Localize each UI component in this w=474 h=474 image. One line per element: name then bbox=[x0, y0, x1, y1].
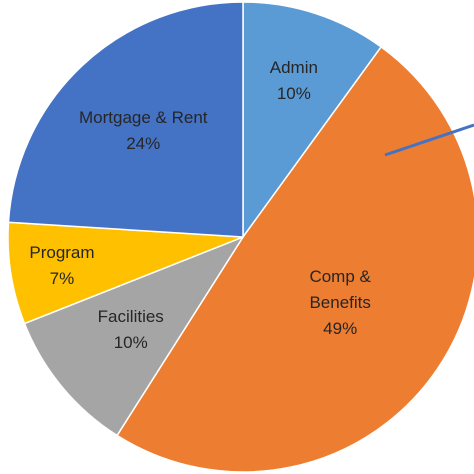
slice-label: Mortgage & Rent 24% bbox=[79, 105, 208, 157]
value-label: 7% bbox=[49, 268, 75, 288]
pie-slice bbox=[7, 1, 244, 238]
pie-slice bbox=[116, 45, 474, 473]
category-label: Comp & Benefits bbox=[309, 267, 371, 313]
value-label: 49% bbox=[323, 319, 358, 339]
leader-line bbox=[384, 123, 474, 157]
value-label: 24% bbox=[126, 133, 161, 153]
value-label: 10% bbox=[276, 83, 311, 103]
slice-label: Comp & Benefits 49% bbox=[300, 264, 380, 342]
category-label: Admin bbox=[269, 57, 318, 77]
pie-slice bbox=[7, 221, 244, 325]
slice-label: Admin 10% bbox=[270, 55, 318, 107]
pie-slice bbox=[23, 235, 245, 437]
category-label: Program bbox=[29, 242, 95, 262]
value-label: 10% bbox=[113, 332, 148, 352]
category-label: Mortgage & Rent bbox=[78, 107, 208, 127]
slice-label: Program 7% bbox=[29, 240, 94, 292]
category-label: Facilities bbox=[97, 306, 164, 326]
slice-label: Facilities 10% bbox=[98, 304, 164, 356]
pie-slice bbox=[242, 1, 383, 240]
